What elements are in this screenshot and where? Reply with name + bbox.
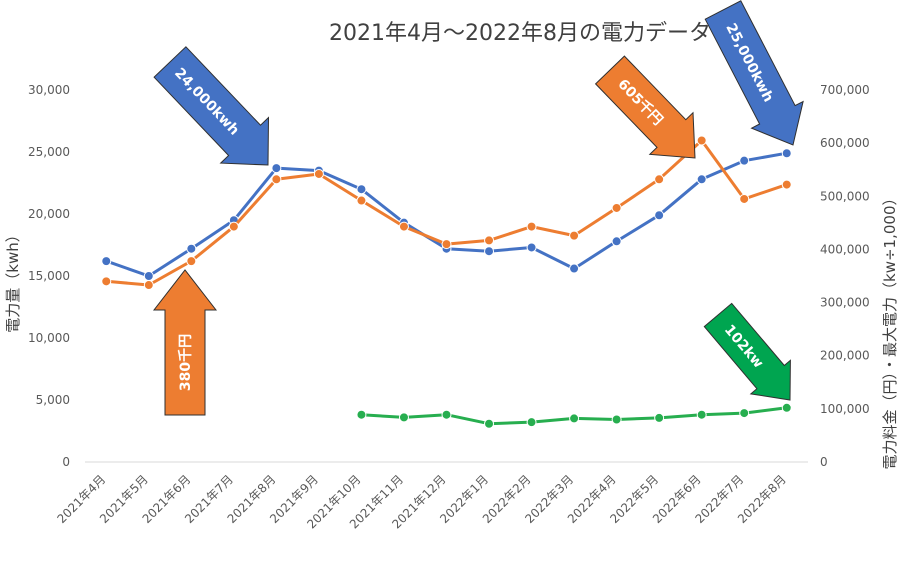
callout-380-shape: [152, 269, 218, 416]
series-point: [696, 174, 707, 185]
y2-tick-label: 700,000: [820, 83, 870, 97]
y-tick-label: 5,000: [36, 393, 70, 407]
y-tick-label: 0: [62, 455, 70, 469]
series-point: [526, 417, 537, 428]
y2-tick-label: 300,000: [820, 296, 870, 310]
series-line: [106, 139, 788, 287]
callout-605-shape: [594, 55, 696, 159]
y-tick-label: 25,000: [28, 145, 70, 159]
series-point: [781, 148, 792, 159]
series-point: [611, 202, 622, 213]
series-point: [398, 221, 409, 232]
series-point: [611, 414, 622, 425]
y2-tick-label: 600,000: [820, 136, 870, 150]
callout-102kw-shape: [703, 302, 791, 401]
series-point: [526, 242, 537, 253]
y-axis-label: 電力量（kwh）: [4, 227, 22, 332]
callout-380-label: 380千円: [177, 334, 194, 391]
series-point: [739, 155, 750, 166]
y2-tick-label: 0: [820, 455, 828, 469]
series-point: [654, 174, 665, 185]
series-point: [356, 195, 367, 206]
series-point: [228, 221, 239, 232]
series-point: [271, 163, 282, 174]
series-point: [143, 271, 154, 281]
y-tick-label: 30,000: [28, 83, 70, 97]
y2-tick-label: 500,000: [820, 189, 870, 203]
callout-24000kwh-shape: [153, 46, 270, 166]
series-point: [313, 168, 324, 179]
y-tick-label: 15,000: [28, 269, 70, 283]
series-lines: [101, 135, 792, 429]
series-point: [101, 276, 112, 287]
series-point: [696, 135, 707, 146]
y2-axis-label: 電力料金（円）・最大電力（kw÷1,000）: [881, 191, 899, 470]
callout-25000kwh-shape: [704, 0, 804, 146]
series-point: [781, 179, 792, 190]
series-point: [696, 409, 707, 420]
series-point: [186, 256, 197, 267]
series-point: [569, 413, 580, 424]
chart-title: 2021年4月～2022年8月の電力データ: [329, 21, 711, 46]
y2-tick-label: 400,000: [820, 242, 870, 256]
series-point: [526, 221, 537, 232]
series-point: [271, 174, 282, 185]
series-point: [654, 412, 665, 423]
series-point: [186, 243, 197, 254]
y-tick-label: 10,000: [28, 331, 70, 345]
series-point: [484, 235, 495, 246]
series-point: [611, 236, 622, 247]
x-axis-ticks: 2021年4月2021年5月2021年6月2021年7月2021年8月2021年…: [55, 472, 789, 531]
series-point: [569, 263, 580, 274]
series-point: [356, 409, 367, 420]
series-line: [105, 151, 787, 278]
y2-tick-label: 100,000: [820, 402, 870, 416]
series-point: [101, 256, 112, 267]
y2-tick-label: 200,000: [820, 349, 870, 363]
series-point: [143, 280, 154, 291]
series-point: [781, 402, 792, 413]
series-point: [484, 246, 495, 257]
series-point: [739, 408, 750, 419]
y-axis-ticks: 0 5,000 10,000 15,000 20,000 25,000 30,000: [28, 83, 70, 469]
series-point: [739, 193, 750, 204]
y-tick-label: 20,000: [28, 207, 70, 221]
series-point: [398, 412, 409, 423]
series-point: [484, 418, 495, 429]
series-point: [569, 230, 580, 241]
series-point: [441, 409, 452, 420]
y2-axis-ticks: 0 100,000 200,000 300,000 400,000 500,000 600,…: [820, 83, 870, 469]
series-point: [654, 210, 665, 221]
series-point: [356, 184, 367, 195]
series-point: [441, 239, 452, 250]
